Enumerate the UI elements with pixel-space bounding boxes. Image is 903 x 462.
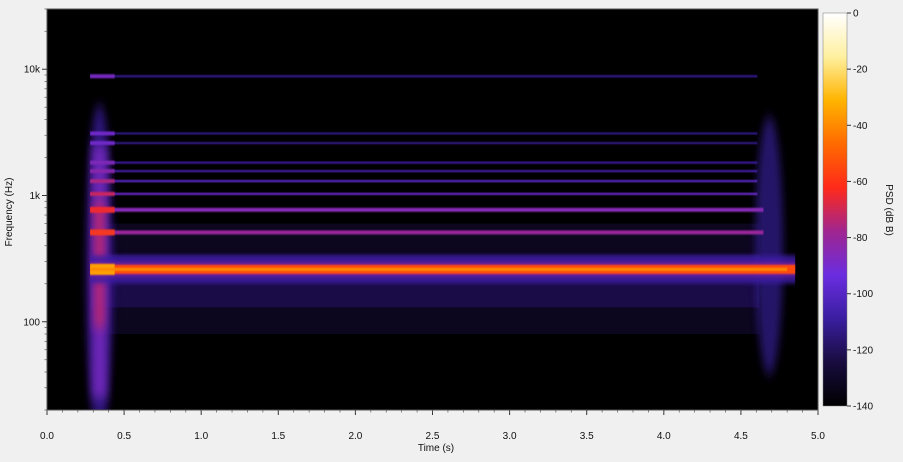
colorbar-tick-label: -100 — [853, 289, 873, 300]
harmonic-onset — [90, 206, 115, 213]
harmonic-line — [90, 132, 758, 135]
colorbar-tick-label: -20 — [853, 65, 868, 76]
harmonic-onset — [90, 169, 115, 174]
x-tick-label: 4.5 — [734, 431, 748, 442]
colorbar-tick-label: -40 — [853, 121, 868, 132]
harmonic-onset — [90, 141, 115, 146]
y-axis-ticks: 100 1k 10k — [23, 8, 47, 411]
harmonic-line — [90, 192, 758, 195]
harmonic-line — [90, 180, 758, 183]
colorbar-tick-label: 0 — [853, 9, 859, 20]
y-axis-label: Frequency (Hz) — [4, 178, 15, 247]
release-burst — [755, 116, 784, 376]
harmonic-line — [90, 170, 758, 173]
x-tick-label: 3.5 — [580, 431, 594, 442]
harmonic-line — [90, 230, 764, 235]
harmonic-onset — [90, 131, 115, 136]
harmonic-line — [90, 142, 758, 145]
x-tick-label: 2.5 — [426, 431, 440, 442]
harmonic-onset — [90, 229, 115, 236]
x-tick-label: 0.0 — [40, 431, 54, 442]
x-tick-label: 5.0 — [811, 431, 825, 442]
harmonic-onset — [90, 74, 115, 79]
x-tick-label: 2.0 — [348, 431, 362, 442]
harmonic-line — [90, 161, 758, 164]
colorbar-label: PSD (dB B) — [883, 184, 894, 236]
fundamental-core — [90, 267, 788, 271]
colorbar-tick-label: -80 — [853, 233, 868, 244]
y-tick-label: 1k — [29, 191, 41, 202]
harmonic-onset — [90, 191, 115, 196]
colorbar-tick-label: -120 — [853, 345, 873, 356]
x-tick-label: 4.0 — [657, 431, 671, 442]
x-tick-label: 3.0 — [503, 431, 517, 442]
y-tick-label: 10k — [24, 65, 41, 76]
x-axis-label: Time (s) — [418, 443, 454, 454]
x-tick-label: 0.5 — [117, 431, 131, 442]
harmonic-onset — [90, 160, 115, 165]
x-tick-label: 1.0 — [194, 431, 208, 442]
colorbar-ticks: 0 -20 -40 -60 -80 -100 -120 -140 — [847, 9, 873, 413]
colorbar-tick-label: -140 — [853, 402, 873, 413]
x-axis-ticks: 0.0 0.5 1.0 1.5 2.0 2.5 3.0 3.5 4.0 4.5 5.0 — [40, 410, 825, 442]
colorbar — [822, 12, 848, 407]
harmonic-line — [90, 207, 764, 212]
y-tick-label: 100 — [23, 317, 40, 328]
colorbar-tick-label: -60 — [853, 177, 868, 188]
harmonic-onset — [90, 179, 115, 184]
harmonic-line — [90, 75, 758, 78]
spectrogram-layer — [86, 74, 796, 410]
x-tick-label: 1.5 — [271, 431, 285, 442]
